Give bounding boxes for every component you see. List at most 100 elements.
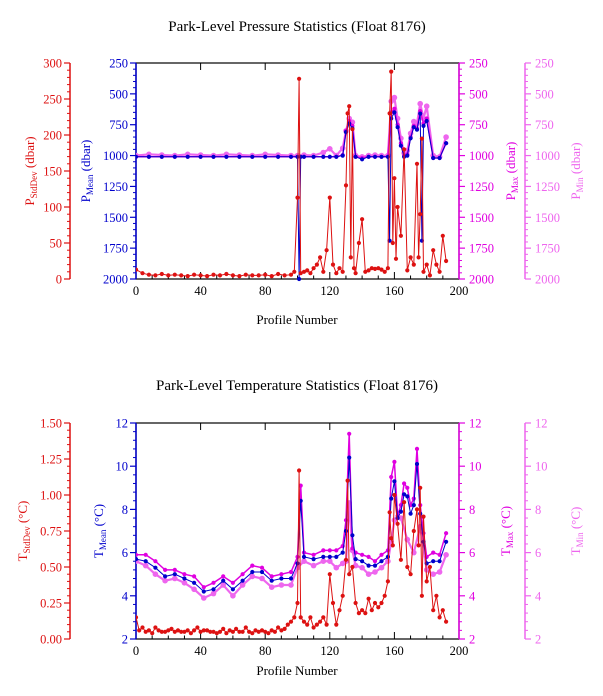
temperature-stddev-point [414, 507, 420, 512]
axis-label-symbol: P [568, 192, 583, 199]
pressure-min-tick-label: 1250 [535, 180, 560, 194]
temperature-stddev-point [387, 510, 392, 515]
temperature-max-point [192, 574, 197, 579]
temperature-min-axis-label: TMin (°C) [568, 507, 585, 556]
axis-label-symbol: T [568, 547, 583, 555]
temperature-min-point [162, 577, 168, 584]
pressure-stddev-point [356, 240, 361, 246]
pressure-stddev-point [419, 136, 424, 141]
pressure-mean-tick-label: 2000 [103, 273, 128, 287]
temperature-mean-point [163, 574, 168, 579]
axis-label-subscript: Mean [98, 529, 108, 550]
temperature-stddev-point [308, 615, 313, 620]
temperature-max-point [288, 569, 294, 575]
axis-label-symbol: T [498, 548, 513, 556]
temperature-stddev-tick-label: 0.00 [40, 633, 62, 647]
temperature-max-point [444, 531, 449, 536]
temperature-stddev-point [205, 628, 210, 633]
pressure-stddev-series-line [136, 71, 447, 277]
temperature-stddev-point [379, 600, 384, 606]
temperature-stddev-point [395, 521, 400, 526]
pressure-x-axis-label: Profile Number [256, 312, 338, 327]
axis-label-symbol: T [15, 553, 30, 561]
pressure-max-tick-label: 1250 [469, 180, 494, 194]
pressure-stddev-point [389, 69, 394, 74]
temperature-max-tick-label: 12 [469, 417, 482, 431]
temperature-x-tick-label: 40 [194, 644, 207, 658]
temperature-stddev-point [185, 628, 190, 633]
temperature-mean-point [240, 578, 245, 583]
temperature-mean-point [411, 503, 416, 508]
pressure-stddev-point [311, 266, 316, 271]
temperature-mean-axis-label: TMean (°C) [91, 504, 108, 558]
temperature-mean-point [385, 554, 390, 560]
temperature-min-point [378, 564, 385, 571]
pressure-mean-point [431, 155, 436, 161]
axis-label-unit: (dbar) [568, 142, 583, 177]
temperature-stddev-point [175, 628, 181, 633]
pressure-stddev-point [393, 256, 399, 261]
temperature-max-tick-label: 4 [469, 589, 476, 603]
temperature-min-point [320, 558, 327, 564]
pressure-max-point [392, 106, 397, 111]
temperature-mean-point [366, 563, 371, 568]
temperature-stddev-point [340, 593, 345, 598]
temperature-stddev-point [440, 608, 445, 613]
pressure-min-point [391, 94, 398, 101]
pressure-mean-point [327, 154, 332, 159]
axis-label-unit: (°C) [91, 504, 106, 530]
temperature-max-point [402, 481, 407, 486]
temperature-stddev-point [253, 628, 258, 633]
pressure-mean-axis-label: PMean (dbar) [78, 140, 95, 203]
pressure-x-tick-label: 40 [194, 284, 207, 298]
pressure-mean-point [411, 125, 416, 130]
pressure-stddev-point [172, 272, 177, 277]
pressure-mean-tick-label: 750 [109, 118, 128, 132]
temperature-stddev-point [334, 622, 339, 627]
temperature-stddev-point [188, 631, 193, 636]
temperature-max-point [221, 574, 226, 579]
temperature-mean-point [437, 559, 442, 564]
temperature-series-group [136, 431, 449, 636]
temperature-min-tick-label: 8 [535, 503, 541, 517]
temperature-min-point [423, 567, 430, 573]
temperature-mean-point [269, 578, 274, 583]
axis-label-subscript: StdDev [22, 526, 32, 554]
axis-label-subscript: Min [575, 177, 585, 193]
pressure-mean-point [366, 154, 371, 159]
pressure-x-tick-label: 80 [259, 284, 272, 298]
pressure-mean-point [198, 154, 203, 159]
pressure-mean-point [392, 110, 397, 115]
temperature-min-point [372, 569, 378, 575]
pressure-mean-tick-label: 1000 [103, 149, 128, 163]
pressure-max-tick-label: 2000 [469, 273, 494, 287]
pressure-mean-point [379, 154, 384, 159]
temperature-stddev-point [179, 629, 184, 634]
temperature-max-point [392, 459, 397, 464]
temperature-mean-point [379, 559, 384, 564]
temperature-mean-tick-label: 8 [122, 503, 128, 517]
axis-label-symbol: P [503, 193, 518, 200]
pressure-stddev-point [431, 248, 436, 253]
temperature-stddev-tick-label: 0.75 [40, 525, 62, 539]
temperature-mean-point [347, 455, 352, 460]
pressure-stddev-tick-label: 0 [56, 273, 62, 287]
temperature-mean-point [402, 492, 407, 497]
temperature-max-point [437, 552, 442, 557]
temperature-max-axis-label: TMax (°C) [498, 506, 515, 556]
temperature-stddev-point [247, 629, 252, 634]
temperature-stddev-point [353, 600, 358, 606]
temperature-stddev-point [256, 629, 261, 634]
temperature-stddev-point [434, 593, 439, 598]
pressure-stddev-point [408, 255, 413, 260]
temperature-min-point [278, 582, 285, 588]
temperature-mean-point [211, 587, 216, 592]
pressure-stddev-point [205, 274, 210, 279]
pressure-mean-point [276, 154, 281, 159]
temperature-mean-point [221, 578, 226, 583]
temperature-max-point [327, 548, 332, 553]
temperature-min-point [404, 536, 411, 543]
pressure-mean-point [395, 125, 400, 130]
pressure-stddev-point [237, 274, 242, 279]
axis-label-unit: (dbar) [503, 142, 518, 177]
